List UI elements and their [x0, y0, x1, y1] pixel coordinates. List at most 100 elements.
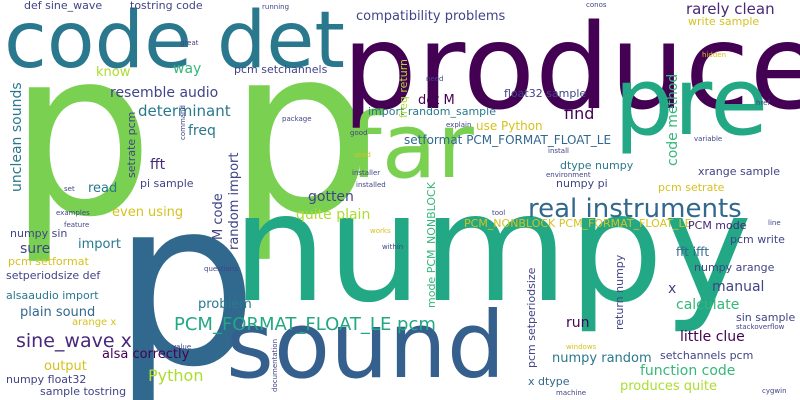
word-pcm-setformat: pcm setformat	[8, 255, 89, 268]
word-numpy-sin: numpy sin	[10, 227, 68, 240]
word-p-low: p	[112, 151, 258, 400]
word-works: works	[370, 227, 391, 235]
word-produce: produce	[342, 0, 800, 136]
word-fft: fft	[150, 157, 166, 173]
word-far: far	[350, 94, 474, 199]
word-setrate-pcm: setrate pcm	[125, 111, 138, 178]
word-gotten: gotten	[308, 189, 354, 205]
word-pcm-setperiodsize: pcm setperiodsize	[525, 267, 538, 368]
word-sound: sound	[226, 292, 506, 399]
word-hidden: hidden	[702, 51, 727, 59]
word-great: great	[180, 39, 199, 47]
word-command: command	[179, 105, 187, 140]
word-use-python: use Python	[476, 119, 543, 133]
word-p-big: p	[8, 1, 154, 268]
word-random-import: random import	[227, 152, 242, 250]
word-problem: problem	[198, 297, 252, 312]
word-numpy-pi: numpy pi	[556, 177, 608, 190]
word-real-instruments: real instruments	[528, 194, 742, 224]
word-running: running	[262, 3, 290, 11]
word-value: value	[172, 343, 192, 351]
word-freq: freq	[188, 123, 216, 139]
word-dtype-numpy: dtype numpy	[560, 159, 634, 172]
word-rarely-clean: rarely clean	[686, 0, 775, 18]
word-determinant: determinant	[138, 102, 231, 120]
word-examples: examples	[56, 209, 90, 217]
word-line: line	[768, 219, 781, 227]
word-know: know	[96, 65, 131, 80]
word-questions: questions	[204, 265, 238, 273]
word-pre: pre	[614, 48, 769, 157]
word-pcm-nonblock: PCM_NONBLOCK PCM_FORMAT_FLOAT_LE	[464, 217, 692, 230]
word-compatibility-problems: compatibility problems	[356, 9, 506, 24]
word-quite-plain: quite plain	[296, 207, 371, 223]
word-numpy-random: numpy random	[552, 351, 652, 366]
word-stackoverflow: stackoverflow	[736, 323, 785, 331]
word-read: read	[88, 181, 118, 196]
word-pcm-mode: PCM mode	[688, 219, 747, 232]
word-run: run	[566, 315, 590, 331]
word-documentation: documentation	[271, 338, 279, 392]
word-tostring-code: tostring code	[130, 0, 203, 12]
word-set: set	[64, 185, 75, 193]
word-sin-sample: sin sample	[736, 311, 796, 324]
word-good: good	[350, 129, 368, 137]
word-variable: variable	[694, 135, 723, 143]
word-p-mid: p	[228, 0, 374, 266]
word-install: install	[548, 147, 569, 155]
word-href: href	[756, 99, 770, 107]
word-sure: sure	[20, 241, 51, 257]
word-fft-ifft: fft ifft	[676, 245, 710, 259]
word-feature: feature	[64, 221, 90, 229]
word-xrange-sample: xrange sample	[698, 165, 780, 178]
word-output: output	[44, 359, 87, 374]
word-m-code: M code	[211, 193, 226, 240]
word-function-code: function code	[640, 363, 736, 379]
word-machine: machine	[556, 389, 587, 397]
word-pi-sample: pi sample	[140, 177, 194, 190]
word-import-random-sample: import random_sample	[368, 105, 496, 118]
word-setperiodsize-def: setperiodsize def	[6, 269, 101, 282]
word-resemble-audio: resemble audio	[110, 85, 219, 101]
word-write-sample: write sample	[688, 15, 760, 28]
word-numpy-arange: numpy arange	[694, 261, 775, 274]
word-pcm-setrate: pcm setrate	[658, 181, 725, 194]
word-plain-sound: plain sound	[20, 305, 96, 320]
word-within: within	[382, 243, 404, 251]
word-python: Python	[148, 366, 204, 385]
word-find: find	[564, 104, 595, 123]
word-det-m: det M	[418, 93, 455, 108]
word-little-clue: little clue	[680, 329, 745, 345]
word-return-numpy: return numpy	[613, 254, 626, 330]
word-package: package	[282, 115, 312, 123]
word-need: need	[426, 75, 444, 83]
word-numpy: numpy	[232, 162, 753, 336]
word-sine-wave-x: sine_wave x	[16, 330, 132, 352]
word-windows: windows	[566, 343, 597, 351]
word-cygwin: cygwin	[762, 387, 787, 395]
word-setchannels-pcm: setchannels pcm	[660, 349, 754, 362]
word-mode-pcm-nonblock: mode PCM_NONBLOCK	[425, 182, 438, 308]
word-setformat: setformat PCM_FORMAT_FLOAT_LE	[404, 133, 612, 147]
word-arange-x: arange x	[72, 317, 117, 328]
word-alsa-correctly: alsa correctly	[102, 347, 190, 362]
word-tool: tool	[492, 209, 506, 217]
word-installed: installed	[356, 181, 386, 189]
word-sample-tostring: sample tostring	[40, 385, 127, 398]
word-calculate: calculate	[676, 297, 740, 313]
word-alsaaudio-import: alsaaudio import	[6, 289, 99, 302]
word-code-det: code det	[4, 0, 345, 86]
word-freq-return: freq return	[397, 58, 410, 118]
word-numpy-float32: numpy float32	[6, 373, 87, 386]
word-way: way	[173, 61, 202, 77]
word-x-dtype: x dtype	[528, 375, 570, 388]
word-environment: environment	[546, 171, 591, 179]
word-float32-sample: float32 sample	[504, 87, 587, 100]
word-import: import	[78, 237, 121, 252]
word-unclean-sounds: unclean sounds	[9, 82, 25, 192]
word-def-sine-wave: def sine_wave	[24, 0, 103, 12]
word-installer: installer	[352, 169, 381, 177]
word-used: used	[354, 151, 371, 159]
word-explain: explain	[446, 121, 472, 129]
